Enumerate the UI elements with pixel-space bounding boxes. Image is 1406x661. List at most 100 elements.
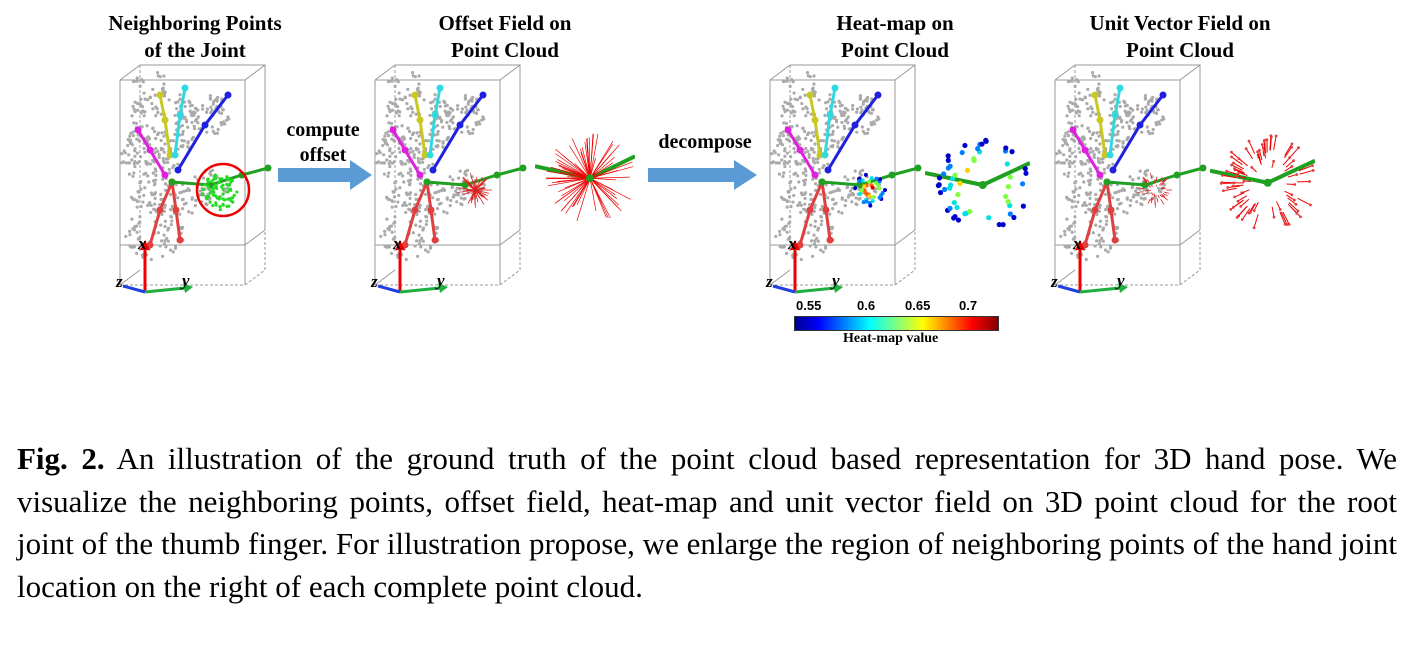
- axis-y-label-2: y: [437, 271, 445, 290]
- skeleton-thumb-joint: [1103, 178, 1111, 186]
- skeleton-palm-left-joint: [156, 206, 164, 214]
- zoom-bone-right: [589, 154, 635, 181]
- skeleton-ring-joint: [806, 91, 814, 99]
- skeleton-ring-joint: [811, 116, 819, 124]
- axis-y-head: [833, 283, 843, 293]
- skeleton-thumb-joint: [168, 178, 176, 186]
- skeleton-ring-joint: [816, 151, 824, 159]
- skeleton-palm-right-joint: [822, 206, 830, 214]
- skeleton-middle-joint: [176, 111, 184, 119]
- axis-x-label-1: x: [138, 234, 147, 253]
- skeleton-thumb-joint: [856, 181, 864, 189]
- panel-title-unit-vector-field: Unit Vector Field on Point Cloud: [1089, 11, 1271, 62]
- skeleton-middle-joint: [1116, 84, 1124, 92]
- skeleton-ring-joint: [161, 116, 169, 124]
- skeleton-middle-joint: [431, 111, 439, 119]
- axis-x-label-4: x: [1073, 234, 1082, 253]
- skeleton-little-joint: [796, 146, 804, 154]
- skeleton-thumb-joint: [1173, 171, 1181, 179]
- skeleton-index-joint: [1136, 121, 1144, 129]
- skeleton-thumb-joint: [1141, 181, 1149, 189]
- skeleton-middle-joint: [1111, 111, 1119, 119]
- axis-z-arrow: [1057, 284, 1081, 294]
- skeleton-palm-left-joint: [1091, 206, 1099, 214]
- skeleton-ring-joint: [1091, 91, 1099, 99]
- skeleton-thumb-joint: [493, 171, 501, 179]
- colorbar: [794, 316, 999, 331]
- skeleton-little-joint: [389, 126, 397, 134]
- skeleton-thumb: [1106, 166, 1204, 187]
- skeleton-little-joint: [784, 126, 792, 134]
- decompose-arrow: [648, 160, 757, 190]
- zoom-joint: [1263, 178, 1272, 187]
- colorbar-label: Heat-map value: [843, 331, 939, 346]
- axis-y-arrow: [1079, 286, 1121, 294]
- skeleton-thumb-joint: [888, 171, 896, 179]
- zoom-heat-map: [925, 137, 1030, 228]
- skeleton-ring-joint: [166, 151, 174, 159]
- skeleton-thumb-joint: [1199, 164, 1207, 172]
- skeleton-ring-joint: [1096, 116, 1104, 124]
- skeleton-middle-joint: [1106, 151, 1114, 159]
- skeleton-little-joint: [811, 171, 819, 179]
- skeleton-index-joint: [224, 91, 232, 99]
- skeleton-palm-right-joint: [172, 206, 180, 214]
- skeleton-middle-joint: [171, 151, 179, 159]
- colorbar-tick-3: 0.7: [959, 298, 978, 313]
- axis-y-arrow: [144, 286, 186, 294]
- compute-arrow: [278, 160, 372, 190]
- axis-x-head: [790, 240, 800, 250]
- skeleton-index-joint: [429, 166, 437, 174]
- axis-x-head: [140, 240, 150, 250]
- axis-x-head: [1075, 240, 1085, 250]
- skeleton-index-joint: [456, 121, 464, 129]
- bounding-box: [1054, 64, 1201, 286]
- axis-y-label-4: y: [1117, 271, 1125, 290]
- skeleton-palm-right-joint: [1107, 206, 1115, 214]
- step-label-decompose: decompose: [658, 131, 752, 153]
- skeleton-palm-right-joint: [427, 206, 435, 214]
- zoom-bone-right: [981, 161, 1030, 187]
- skeleton-palm-left-joint: [806, 206, 814, 214]
- heat-points: [853, 172, 888, 208]
- skeleton-middle-joint: [426, 151, 434, 159]
- skeleton-middle-joint: [181, 84, 189, 92]
- axis-z-label-2: z: [371, 272, 378, 291]
- skeleton-middle-joint: [826, 111, 834, 119]
- skeleton-little-joint: [1096, 171, 1104, 179]
- skeleton-little-joint: [161, 171, 169, 179]
- axis-y-head: [1118, 283, 1128, 293]
- colorbar-tick-0: 0.55: [796, 298, 822, 313]
- skeleton-palm-right-joint: [176, 236, 184, 244]
- skeleton-ring-joint: [156, 91, 164, 99]
- figure-caption: Fig. 2. An illustration of the ground tr…: [17, 438, 1397, 608]
- skeleton-middle-joint: [831, 84, 839, 92]
- skeleton-ring-joint: [1101, 151, 1109, 159]
- zoom-offset-field: [535, 133, 635, 222]
- skeleton-middle-joint: [821, 151, 829, 159]
- skeleton-ring: [1093, 94, 1107, 156]
- axis-z-label-3: z: [766, 272, 773, 291]
- skeleton-thumb-joint: [818, 178, 826, 186]
- panel-title-neighboring-points: Neighboring Points of the Joint: [108, 11, 282, 62]
- zoom-unit-vector: [1210, 134, 1315, 230]
- zoom-points: [1219, 134, 1315, 230]
- skeleton-thumb-joint: [914, 164, 922, 172]
- skeleton-thumb-joint: [264, 164, 272, 172]
- skeleton-middle-joint: [436, 84, 444, 92]
- skeleton-index-joint: [201, 121, 209, 129]
- point-cloud-unit-vector: [1054, 64, 1207, 294]
- axis-z-arrow: [122, 284, 146, 294]
- skeleton-thumb: [426, 166, 524, 187]
- axis-y-arrow: [399, 286, 441, 294]
- axis-x-label-2: x: [393, 234, 402, 253]
- point-cloud-neighboring: [119, 64, 272, 294]
- axis-z-arrow: [377, 284, 401, 294]
- skeleton-index-joint: [479, 91, 487, 99]
- skeleton-index-joint: [851, 121, 859, 129]
- skeleton-index-joint: [874, 91, 882, 99]
- skeleton-ring: [413, 94, 427, 156]
- skeleton-palm-right-joint: [1111, 236, 1119, 244]
- zoom-joint: [978, 181, 987, 189]
- skeleton-little-joint: [1069, 126, 1077, 134]
